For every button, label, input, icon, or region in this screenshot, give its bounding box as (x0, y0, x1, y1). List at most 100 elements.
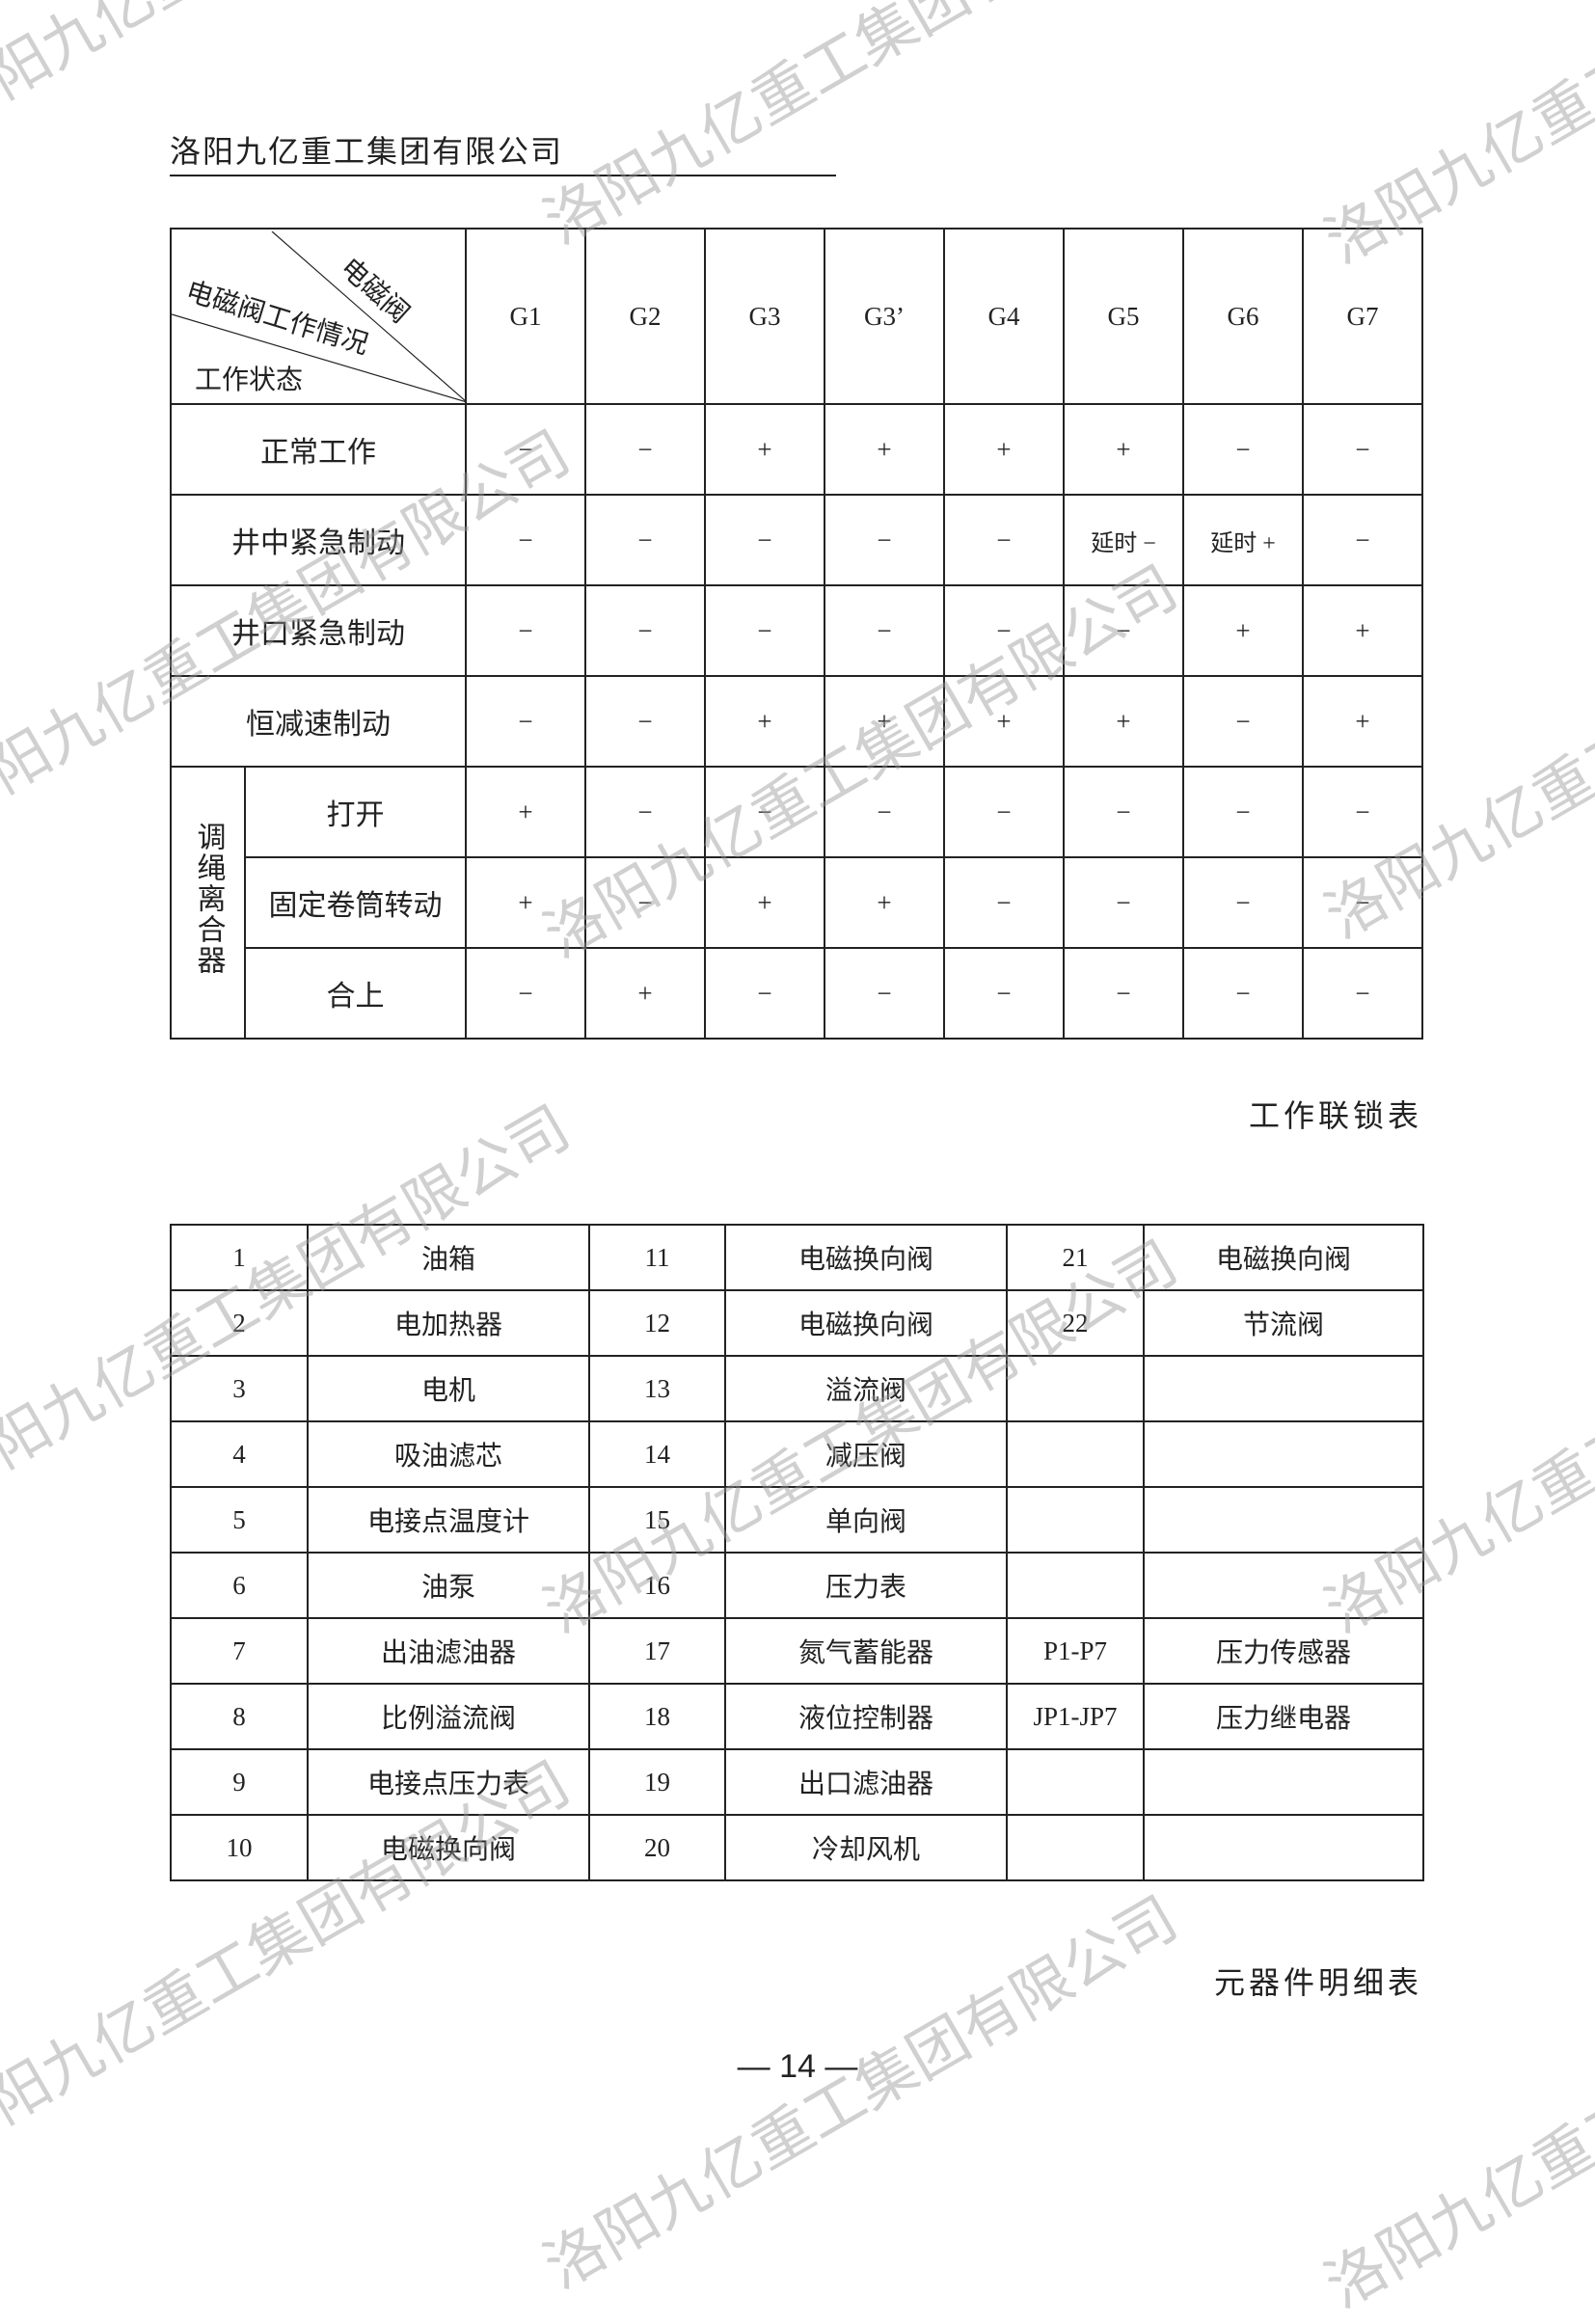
part-name (1143, 1552, 1424, 1619)
watermark: 洛阳九亿重工集团有限公司 (1313, 1902, 1595, 2322)
state-cell: + (704, 856, 825, 949)
part-name (1143, 1355, 1424, 1422)
table-row: 4 吸油滤芯 14 减压阀 (170, 1420, 1424, 1488)
part-number: 2 (170, 1289, 309, 1357)
row-label: 正常工作 (170, 403, 467, 496)
table-row: 5 电接点温度计 15 单向阀 (170, 1486, 1424, 1554)
state-cell: − (943, 584, 1065, 677)
part-number: 15 (588, 1486, 726, 1554)
row-label: 固定卷筒转动 (244, 856, 467, 949)
state-cell: − (943, 947, 1065, 1040)
part-number: 14 (588, 1420, 726, 1488)
part-name: 油箱 (307, 1224, 590, 1291)
part-name: 氮气蓄能器 (724, 1617, 1008, 1685)
part-number: 3 (170, 1355, 309, 1422)
state-cell: + (824, 675, 945, 768)
state-cell: + (943, 675, 1065, 768)
part-name: 冷却风机 (724, 1814, 1008, 1881)
state-cell: 延时 + (1182, 494, 1304, 586)
state-cell: − (1302, 766, 1423, 858)
row-label: 恒减速制动 (170, 675, 467, 768)
column-header-3: G3 (704, 228, 825, 405)
part-number (1006, 1355, 1145, 1422)
state-cell: + (1063, 675, 1184, 768)
part-number (1006, 1420, 1145, 1488)
row-label: 井中紧急制动 (170, 494, 467, 586)
part-number: 22 (1006, 1289, 1145, 1357)
part-name: 压力继电器 (1143, 1683, 1424, 1750)
state-cell: + (465, 856, 586, 949)
state-cell: − (704, 494, 825, 586)
part-name: 节流阀 (1143, 1289, 1424, 1357)
part-number (1006, 1486, 1145, 1554)
part-number (1006, 1552, 1145, 1619)
part-name: 比例溢流阀 (307, 1683, 590, 1750)
part-number: P1-P7 (1006, 1617, 1145, 1685)
watermark: 洛阳九亿重工集团有限公司 (532, 1882, 1189, 2303)
part-name: 电磁换向阀 (724, 1289, 1008, 1357)
part-name: 油泵 (307, 1552, 590, 1619)
part-name: 溢流阀 (724, 1355, 1008, 1422)
part-number: 11 (588, 1224, 726, 1291)
corner-label-state: 工作状态 (195, 363, 304, 395)
state-cell: − (824, 494, 945, 586)
state-cell: − (465, 403, 586, 496)
watermark: 洛阳九亿重工集团有限公司 (0, 0, 582, 145)
table-row: 调绳离合器 打开 + − − − − − − − (170, 766, 1423, 1040)
row-label: 合上 (244, 947, 467, 1040)
state-cell: − (1182, 403, 1304, 496)
table-row: 井口紧急制动 − − − − − − + + (170, 584, 1423, 677)
table-row: 井中紧急制动 − − − − − 延时 − 延时 + − (170, 494, 1423, 586)
state-cell: − (584, 403, 706, 496)
parts-table: 1 油箱 11 电磁换向阀 21 电磁换向阀 2 电加热器 12 电磁换向阀 22 节流阀 3 电机 13 溢… (170, 1224, 1424, 1881)
state-cell: + (824, 856, 945, 949)
state-cell: − (824, 766, 945, 858)
state-cell: − (465, 947, 586, 1040)
state-cell: − (824, 584, 945, 677)
state-cell: + (1302, 584, 1423, 677)
state-cell: − (1302, 494, 1423, 586)
part-number (1006, 1814, 1145, 1881)
state-cell: − (943, 856, 1065, 949)
table-row: 3 电机 13 溢流阀 (170, 1355, 1424, 1422)
state-cell: − (943, 766, 1065, 858)
part-name: 吸油滤芯 (307, 1420, 590, 1488)
state-cell: − (1302, 856, 1423, 949)
state-cell: − (1063, 947, 1184, 1040)
table-row: 10 电磁换向阀 20 冷却风机 (170, 1814, 1424, 1881)
part-number: 20 (588, 1814, 726, 1881)
state-cell: + (465, 766, 586, 858)
state-cell: − (943, 494, 1065, 586)
interlock-table-caption: 工作联锁表 (1248, 1097, 1422, 1134)
state-cell: + (584, 947, 706, 1040)
table-row: 正常工作 − − + + + + − − (170, 403, 1423, 496)
group-label: 调绳离合器 (191, 822, 226, 976)
group-label-cell: 调绳离合器 (170, 766, 246, 1040)
state-cell: − (704, 584, 825, 677)
part-name: 电机 (307, 1355, 590, 1422)
state-cell: − (584, 675, 706, 768)
part-number: 19 (588, 1748, 726, 1816)
part-number: 4 (170, 1420, 309, 1488)
state-cell: − (824, 947, 945, 1040)
part-name: 电磁换向阀 (1143, 1224, 1424, 1291)
part-name: 单向阀 (724, 1486, 1008, 1554)
state-cell: + (1063, 403, 1184, 496)
part-name: 液位控制器 (724, 1683, 1008, 1750)
part-name: 电加热器 (307, 1289, 590, 1357)
state-cell: 延时 − (1063, 494, 1184, 586)
table-row: 固定卷筒转动 + − + + − − − − (171, 856, 1423, 949)
state-cell: − (465, 494, 586, 586)
page-number: — 14 — (737, 2048, 858, 2085)
part-number: 8 (170, 1683, 309, 1750)
part-name (1143, 1486, 1424, 1554)
state-cell: − (1063, 584, 1184, 677)
column-header-6: G5 (1063, 228, 1184, 405)
part-name (1143, 1814, 1424, 1881)
table-row: 6 油泵 16 压力表 (170, 1552, 1424, 1619)
diagonal-header-cell: 电磁阀 电磁阀工作情况 工作状态 (170, 228, 467, 405)
part-name: 压力传感器 (1143, 1617, 1424, 1685)
column-header-7: G6 (1182, 228, 1304, 405)
column-header-5: G4 (943, 228, 1065, 405)
column-header-4: G3’ (824, 228, 945, 405)
